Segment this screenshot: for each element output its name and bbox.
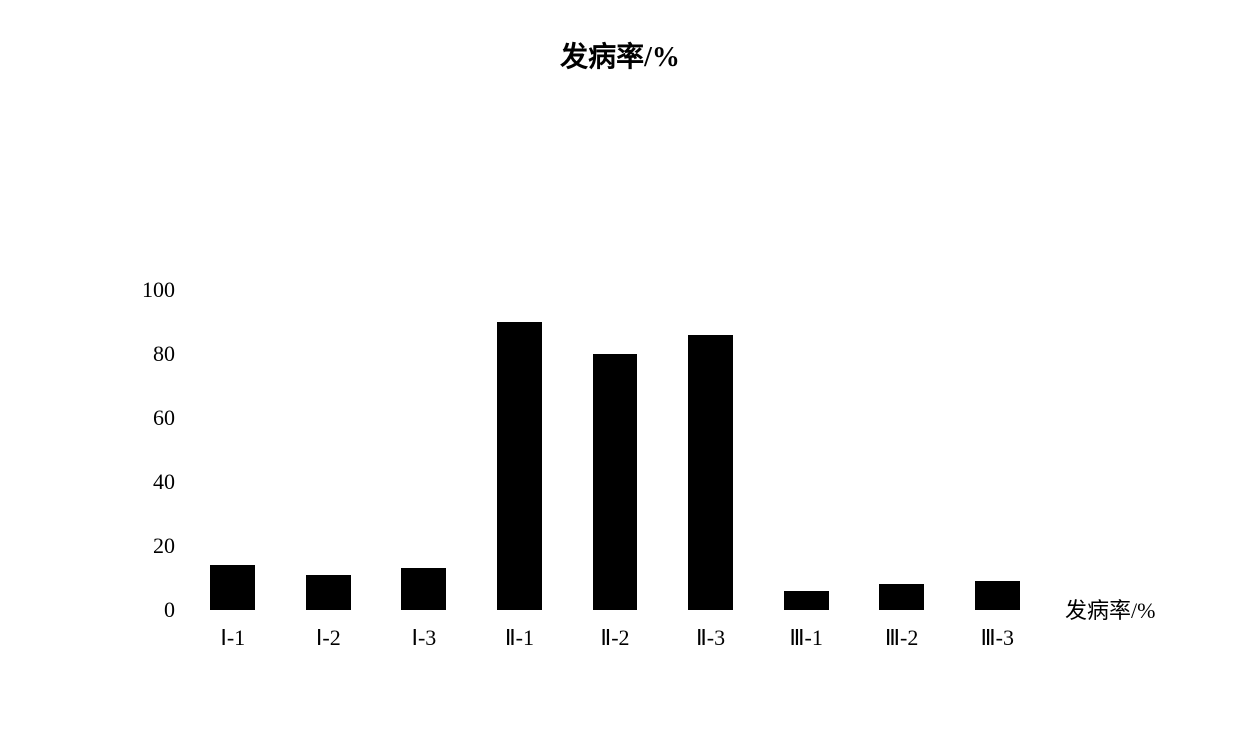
bar-slot: Ⅲ-3 [949, 290, 1045, 610]
x-tick-label: Ⅰ-3 [376, 625, 472, 651]
bar-slot: Ⅰ-2 [281, 290, 377, 610]
bar [306, 575, 351, 610]
x-tick-label: Ⅰ-1 [185, 625, 281, 651]
bar [401, 568, 446, 610]
bar [975, 581, 1020, 610]
x-tick-label: Ⅲ-3 [949, 625, 1045, 651]
bar-slot: Ⅰ-1 [185, 290, 281, 610]
legend-label: 发病率/% [1065, 593, 1155, 625]
bar-slot: Ⅱ-1 [472, 290, 568, 610]
bar [784, 591, 829, 610]
bar [879, 584, 924, 610]
y-tick-label: 60 [153, 405, 175, 431]
chart-container: 发病率/% 020406080100 Ⅰ-1Ⅰ-2Ⅰ-3Ⅱ-1Ⅱ-2Ⅱ-3Ⅲ-1… [0, 0, 1240, 751]
x-tick-label: Ⅱ-1 [472, 625, 568, 651]
bar-slot: Ⅰ-3 [376, 290, 472, 610]
y-tick-label: 20 [153, 533, 175, 559]
chart-title: 发病率/% [0, 35, 1240, 75]
bar [210, 565, 255, 610]
bar [593, 354, 638, 610]
bars-region: Ⅰ-1Ⅰ-2Ⅰ-3Ⅱ-1Ⅱ-2Ⅱ-3Ⅲ-1Ⅲ-2Ⅲ-3 [185, 290, 1045, 610]
bar [688, 335, 733, 610]
y-tick-label: 80 [153, 341, 175, 367]
x-tick-label: Ⅱ-2 [567, 625, 663, 651]
x-tick-label: Ⅲ-2 [854, 625, 950, 651]
bar-slot: Ⅲ-1 [758, 290, 854, 610]
y-tick-label: 0 [164, 597, 175, 623]
y-tick-label: 100 [142, 277, 175, 303]
x-tick-label: Ⅲ-1 [758, 625, 854, 651]
x-tick-label: Ⅱ-3 [663, 625, 759, 651]
x-tick-label: Ⅰ-2 [281, 625, 377, 651]
y-axis: 020406080100 [105, 290, 185, 610]
bar-slot: Ⅲ-2 [854, 290, 950, 610]
bar-slot: Ⅱ-2 [567, 290, 663, 610]
y-tick-label: 40 [153, 469, 175, 495]
plot-area: 020406080100 Ⅰ-1Ⅰ-2Ⅰ-3Ⅱ-1Ⅱ-2Ⅱ-3Ⅲ-1Ⅲ-2Ⅲ-3 [105, 290, 1045, 610]
bar [497, 322, 542, 610]
bar-slot: Ⅱ-3 [663, 290, 759, 610]
